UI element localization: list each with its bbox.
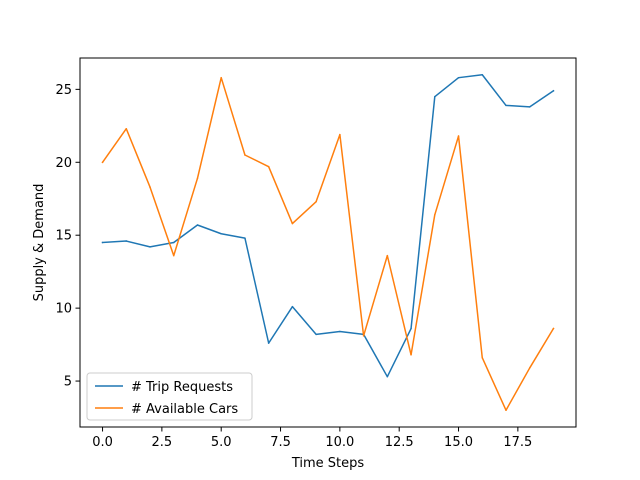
x-tick-label: 5.0 — [211, 435, 232, 450]
data-point-trip-requests — [220, 233, 222, 235]
data-point-trip-requests — [149, 246, 151, 248]
x-tick-label: 15.0 — [444, 435, 473, 450]
data-point-available-cars — [362, 335, 365, 337]
data-point-trip-requests — [552, 90, 555, 92]
data-point-available-cars — [291, 222, 294, 225]
series-line-available-cars — [101, 76, 555, 411]
data-point-available-cars — [220, 76, 222, 79]
x-axis-ticks: 0.0 2.5 5.0 7.5 10.0 12.5 15.0 17.5 — [92, 427, 532, 450]
data-point-trip-requests — [339, 330, 341, 333]
data-point-trip-requests — [315, 333, 317, 336]
x-tick-label: 17.5 — [503, 435, 532, 450]
data-point-trip-requests — [101, 241, 104, 244]
y-tick-label: 5 — [64, 375, 72, 390]
x-tick-label: 7.5 — [270, 435, 291, 450]
x-tick-label: 0.0 — [92, 435, 113, 450]
legend: # Trip Requests # Available Cars — [86, 372, 253, 421]
data-point-trip-requests — [267, 342, 270, 344]
x-tick-label: 2.5 — [152, 435, 173, 450]
data-point-available-cars — [528, 367, 531, 369]
data-point-available-cars — [434, 214, 436, 216]
data-point-trip-requests — [481, 74, 484, 76]
data-point-available-cars — [457, 135, 460, 137]
y-axis-label: Supply & Demand — [32, 184, 47, 302]
legend-label-available-cars: # Available Cars — [131, 402, 238, 417]
legend-frame — [86, 372, 253, 421]
series-line-trip-requests — [101, 74, 555, 378]
data-point-available-cars — [125, 127, 128, 130]
data-point-trip-requests — [244, 237, 246, 239]
data-point-trip-requests — [457, 76, 460, 79]
data-point-trip-requests — [125, 240, 128, 242]
y-tick-label: 25 — [55, 83, 72, 98]
data-point-available-cars — [386, 254, 389, 257]
legend-label-trip-requests: # Trip Requests — [131, 380, 233, 395]
data-point-available-cars — [552, 327, 555, 330]
data-point-trip-requests — [505, 104, 507, 107]
data-point-trip-requests — [386, 375, 389, 378]
y-tick-label: 15 — [55, 229, 72, 244]
data-point-available-cars — [481, 356, 484, 359]
data-point-available-cars — [410, 354, 412, 356]
data-point-trip-requests — [410, 327, 412, 330]
data-point-available-cars — [196, 177, 199, 180]
y-axis-ticks: 5 10 15 20 25 — [55, 83, 80, 390]
data-point-available-cars — [244, 154, 246, 156]
data-point-available-cars — [101, 161, 104, 164]
data-point-trip-requests — [196, 224, 199, 226]
x-axis-label: Time Steps — [291, 456, 365, 471]
data-point-available-cars — [267, 165, 270, 168]
data-point-available-cars — [172, 254, 175, 257]
data-point-available-cars — [505, 409, 507, 411]
data-point-trip-requests — [291, 305, 294, 308]
data-point-available-cars — [339, 133, 341, 136]
data-point-trip-requests — [434, 95, 436, 98]
x-tick-label: 10.0 — [325, 435, 354, 450]
data-point-trip-requests — [172, 241, 175, 244]
series-layer — [101, 74, 555, 411]
data-point-available-cars — [315, 200, 317, 203]
plot-area-frame — [79, 57, 577, 428]
y-tick-label: 10 — [55, 302, 72, 317]
y-tick-label: 20 — [55, 156, 72, 171]
data-point-trip-requests — [528, 106, 531, 108]
data-point-available-cars — [149, 186, 151, 188]
x-tick-label: 12.5 — [385, 435, 414, 450]
